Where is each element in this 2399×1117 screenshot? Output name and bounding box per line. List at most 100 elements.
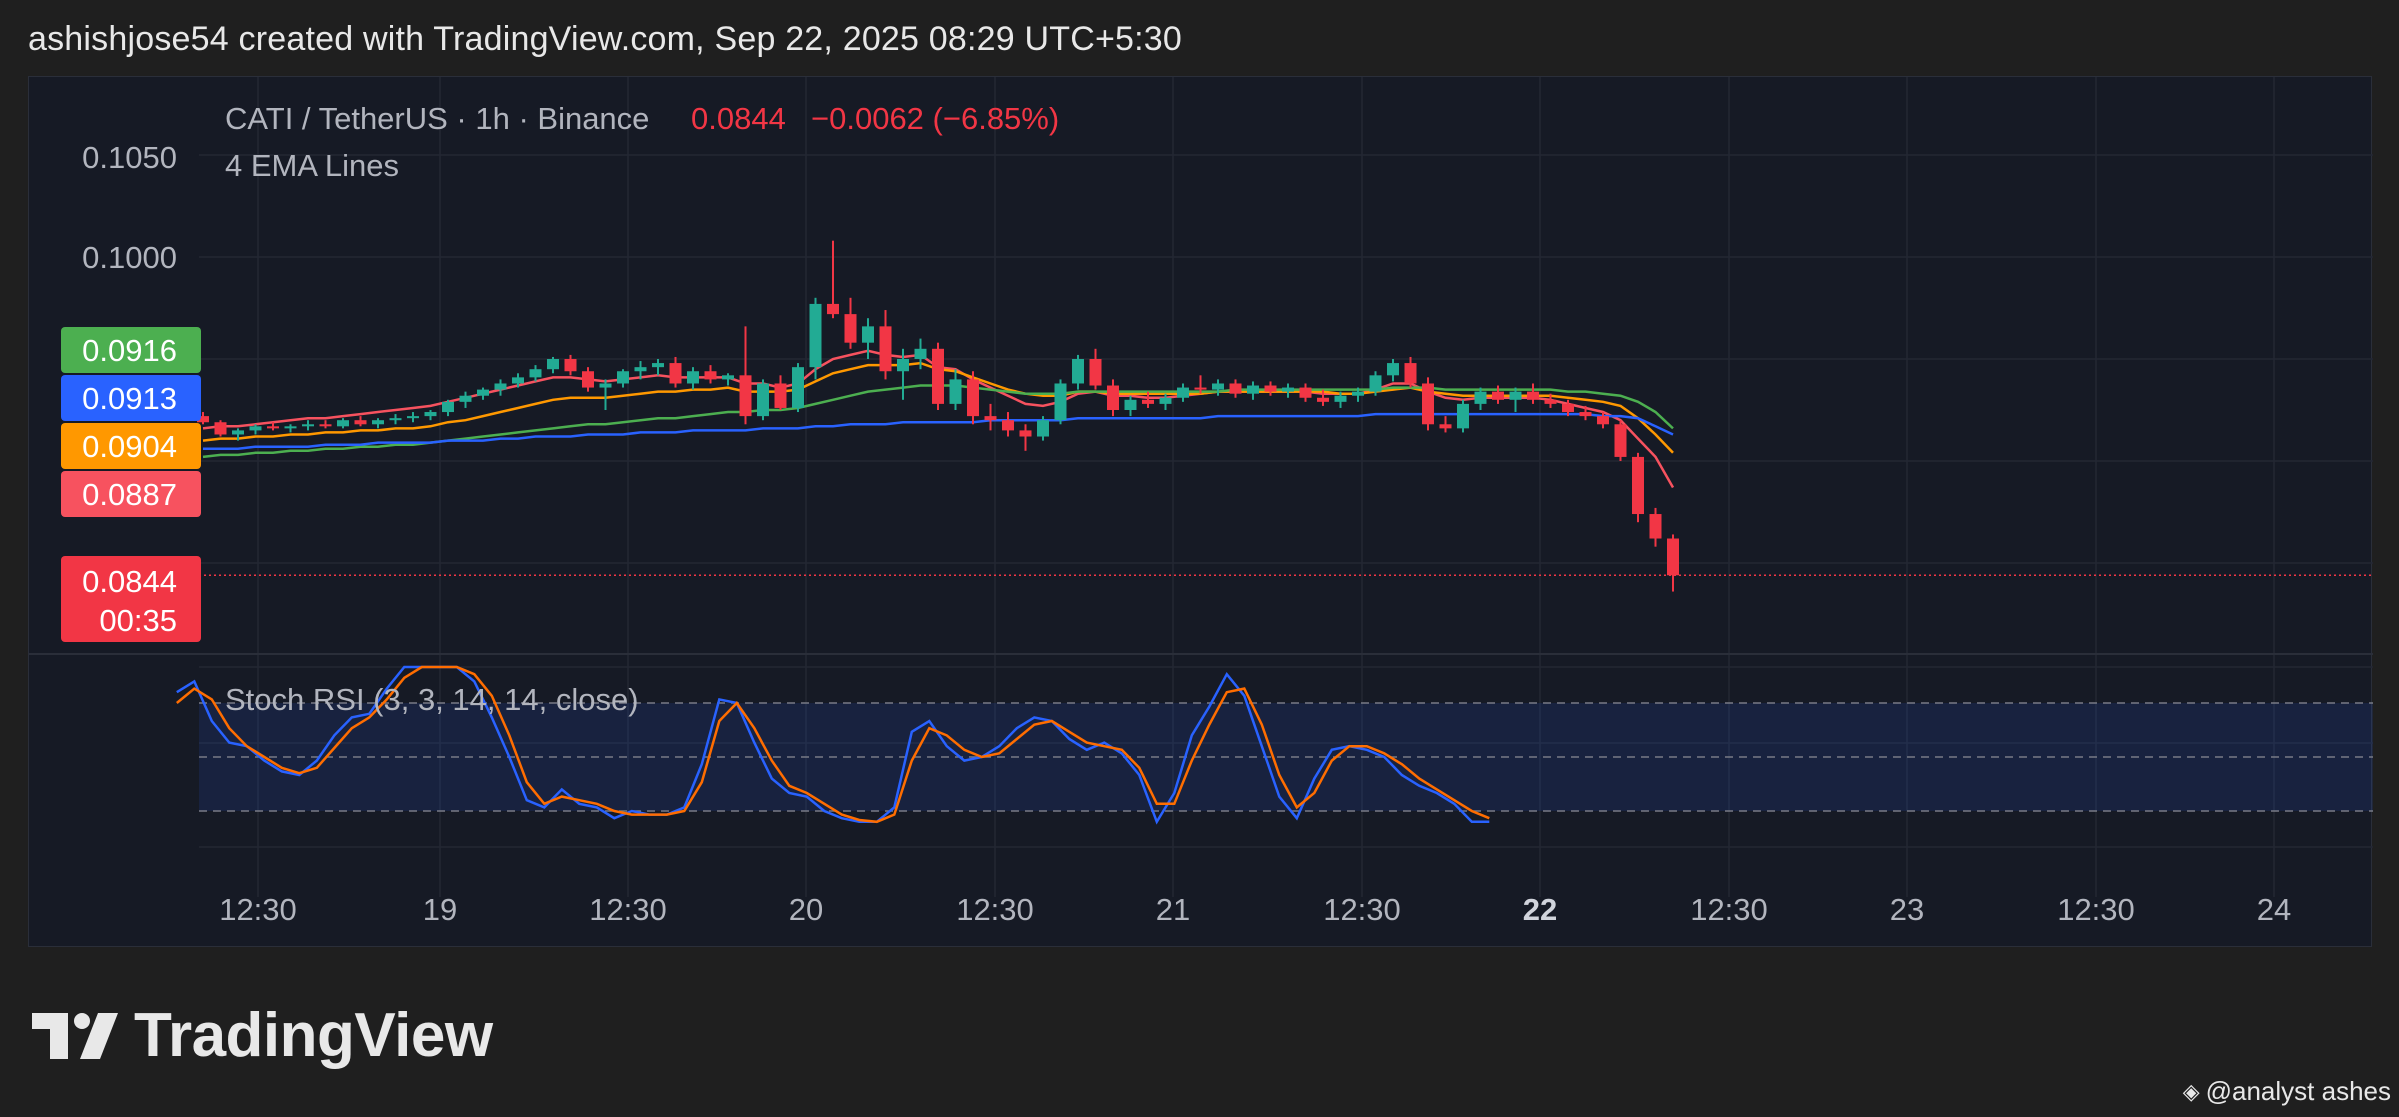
candle xyxy=(949,369,962,410)
candle xyxy=(1317,389,1329,406)
candle-body xyxy=(1247,385,1259,394)
candle-body xyxy=(1457,403,1469,429)
candle-body xyxy=(1369,375,1382,392)
candle xyxy=(722,373,734,386)
candle xyxy=(1387,359,1399,382)
last-price-badge-value: 0.0844 xyxy=(82,564,177,599)
candle xyxy=(652,359,664,376)
candle xyxy=(372,418,384,429)
brand-name: TradingView xyxy=(134,1001,493,1070)
candle xyxy=(1527,383,1539,404)
time-axis-label: 12:30 xyxy=(589,892,667,927)
candle xyxy=(529,365,542,382)
candle-body xyxy=(599,383,612,388)
candle-body xyxy=(214,422,227,435)
candle xyxy=(1632,452,1644,523)
candle xyxy=(739,326,752,425)
candle xyxy=(214,420,227,437)
candle xyxy=(1002,412,1014,437)
candle xyxy=(1492,385,1504,404)
candle xyxy=(862,318,874,359)
stoch-rsi-label[interactable]: Stoch RSI (3, 3, 14, 14, close) xyxy=(225,682,639,717)
candle-body xyxy=(1299,387,1312,398)
candle xyxy=(932,342,944,410)
candle xyxy=(1124,395,1137,417)
candle xyxy=(1649,507,1662,547)
time-axis-label: 12:30 xyxy=(219,892,297,927)
tradingview-logo[interactable]: TradingView xyxy=(32,1000,493,1071)
price-tick-label: 0.1000 xyxy=(82,240,177,275)
candle xyxy=(1544,393,1557,408)
candle-body xyxy=(284,426,297,429)
candle xyxy=(1264,381,1277,396)
tradingview-logo-icon xyxy=(32,1012,118,1059)
candle xyxy=(1422,377,1434,431)
candle xyxy=(319,420,332,429)
candle-body xyxy=(1422,383,1434,425)
stoch-lines xyxy=(176,665,1490,825)
candle xyxy=(1212,379,1224,396)
candle-body xyxy=(652,363,664,368)
candle-body xyxy=(1562,403,1574,413)
candle-body xyxy=(1527,391,1539,400)
candle-body xyxy=(477,389,489,396)
candle-body xyxy=(267,426,279,429)
candle xyxy=(757,379,769,421)
candle-body xyxy=(669,363,682,384)
candle xyxy=(267,422,279,431)
candle xyxy=(354,416,367,427)
time-axis-label: 24 xyxy=(2257,892,2291,927)
candle-body xyxy=(792,367,804,408)
candle xyxy=(1404,356,1417,388)
candle-body xyxy=(494,383,507,390)
candle xyxy=(1107,379,1119,417)
price-chart[interactable]: 0.1050 0.1000 0.0916 0.0913 0.0904 0.0887 0.08… xyxy=(29,77,2373,948)
candle-body xyxy=(1107,385,1119,410)
candle xyxy=(1089,348,1102,390)
symbol-label[interactable]: CATI / TetherUS · 1h · Binance xyxy=(225,101,649,136)
candle xyxy=(1614,420,1627,461)
candle-body xyxy=(1019,430,1032,437)
time-axis[interactable]: 12:30 19 12:30 20 12:30 21 12:30 22 12:30 23 12:30… xyxy=(219,892,2291,927)
candle xyxy=(547,356,559,374)
candle xyxy=(389,414,402,425)
candle-body xyxy=(372,420,384,425)
candle xyxy=(1474,387,1487,410)
time-axis-label: 21 xyxy=(1156,892,1190,927)
candle-body xyxy=(1492,391,1504,400)
time-axis-label: 23 xyxy=(1890,892,1924,927)
ema-badge-bg xyxy=(61,423,201,469)
candle xyxy=(1159,393,1172,410)
candle-body xyxy=(1667,538,1679,576)
candle xyxy=(232,428,244,441)
time-axis-label: 19 xyxy=(423,892,457,927)
candle-body xyxy=(1072,359,1084,384)
candle-body xyxy=(407,416,419,419)
candle xyxy=(1247,381,1259,400)
candle xyxy=(1019,424,1032,451)
candle-body xyxy=(1142,399,1154,404)
candle xyxy=(1352,387,1364,402)
candle xyxy=(1369,371,1382,396)
candle-body xyxy=(1037,420,1049,437)
candle-body xyxy=(862,326,874,343)
candle-body xyxy=(739,375,752,417)
stoch-d-line xyxy=(176,665,1490,824)
candle xyxy=(617,369,629,388)
candle xyxy=(494,379,507,396)
candle-body xyxy=(1579,412,1592,417)
price-scale[interactable]: 0.1050 0.1000 0.0916 0.0913 0.0904 0.0887 0.08… xyxy=(61,140,201,642)
ema-line-4 xyxy=(203,412,1674,451)
candle-body xyxy=(897,359,909,372)
candle xyxy=(407,412,419,423)
candle xyxy=(1667,534,1679,592)
indicator-label[interactable]: 4 EMA Lines xyxy=(225,148,399,183)
candle-body xyxy=(1177,387,1189,398)
candle xyxy=(1334,391,1347,408)
chart-panel[interactable]: 0.1050 0.1000 0.0916 0.0913 0.0904 0.0887 0.08… xyxy=(28,76,2373,948)
candle-body xyxy=(564,359,577,372)
price-change-label: −0.0062 (−6.85%) xyxy=(811,101,1059,136)
last-price-countdown: 00:35 xyxy=(99,603,177,638)
ema-badge-label: 0.0916 xyxy=(82,333,177,368)
candle xyxy=(1177,383,1189,402)
